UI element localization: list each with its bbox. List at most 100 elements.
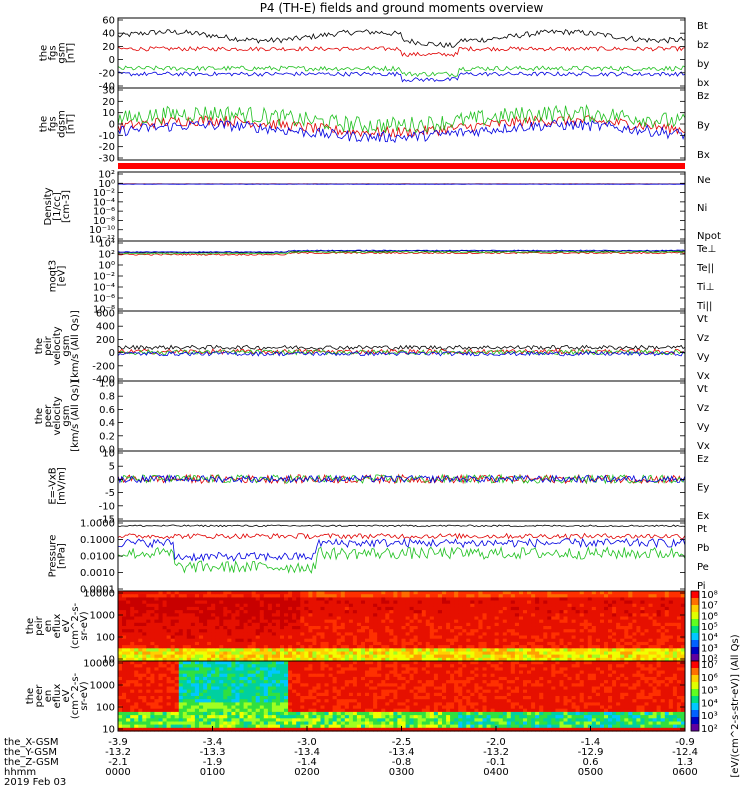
legend-Vz: Vz [697,333,709,344]
x-tick-label: 0.6 [583,757,599,768]
colorbar-title: [eV/(cm^2-s-str-eV)] (All Qs) [730,634,741,777]
colorbar-tick-label: 10⁶ [701,611,718,622]
x-tick-label: -13.4 [389,747,415,758]
y-axis-label: eV [61,689,72,702]
y-tick-label: -30 [99,154,115,165]
y-tick-label: 10⁻⁸ [93,216,115,227]
y-tick-label: -40 [99,82,115,93]
x-tick-label: -3.9 [108,737,128,748]
y-tick-label: 20 [102,97,115,108]
legend-Npot: Npot [697,231,721,242]
x-tick-label: -2.0 [486,737,506,748]
y-axis-label: [nT] [66,114,77,134]
legend-Vx: Vx [697,441,710,452]
x-row-label: the_Z-GSM [4,757,59,768]
y-tick-label: 0 [109,55,115,66]
legend-Te||: Te|| [696,263,714,274]
x-tick-label: -3.4 [203,737,223,748]
trace-Bz [117,113,686,138]
y-tick-label: 10 [102,725,115,736]
y-tick-label: 10000 [83,589,115,600]
panel-frame-5 [117,380,686,452]
y-tick-label: 200 [96,335,115,346]
legend-Ti⊥: Ti⊥ [696,282,714,293]
legend-Pe: Pe [697,562,709,573]
x-tick-label: -1.4 [581,737,601,748]
y-axis-label: [cm-3] [61,190,72,223]
x-tick-label: -0.1 [486,757,506,768]
legend-Pb: Pb [697,543,709,554]
y-tick-label: 0.1000 [80,535,115,546]
colorbar-tick-label: 10⁸ [701,590,718,601]
trace-Pb [117,532,686,540]
colorbar-tick-label: 10⁴ [701,633,718,644]
legend-Ex: Ex [697,511,709,522]
legend-Vx: Vx [697,371,710,382]
y-tick-label: 60 [102,16,115,27]
y-tick-label: 10000 [83,659,115,670]
y-axis-label: sr-eV) [79,611,90,640]
chart-title: P4 (TH-E) fields and ground moments over… [260,1,544,15]
x-tick-label: -2.1 [108,757,128,768]
y-axis-label: fgs [48,45,59,60]
y-tick-label: 10⁻² [93,272,115,283]
y-tick-label: -20 [99,68,115,79]
colorbar-tick-label: 10⁴ [701,698,718,709]
y-tick-label: 10⁻⁴ [93,283,115,294]
y-axis-label: E=-VxB [48,467,59,504]
trace-Vz [117,348,686,355]
y-tick-label: 100 [96,633,115,644]
y-axis-label: Pressure [48,535,59,578]
y-tick-label: -15 [99,515,115,526]
y-axis-label: the [39,45,50,61]
y-tick-label: 1000 [90,611,115,622]
x-tick-label: 0400 [483,767,508,778]
y-axis-label: (cm^2-s- [70,672,81,719]
y-tick-label: 0.6 [99,405,115,416]
y-axis-label: the [25,618,36,634]
quality-bar [118,163,685,169]
y-axis-label: the [25,688,36,704]
legend-Vy: Vy [697,352,710,363]
colorbar-tick-label: 10⁶ [701,673,718,684]
y-tick-label: 5 [109,462,115,473]
x-tick-label: 0000 [105,767,130,778]
y-tick-label: 10⁰ [98,179,115,190]
colorbar-tick-label: 10⁵ [701,622,718,633]
trace-By [117,104,686,134]
y-axis-label: velocity [52,326,63,365]
trace-Pt [117,524,686,528]
trace-Bx [117,119,686,144]
y-tick-label: 0.8 [99,392,115,403]
x-tick-label: -3.0 [297,737,317,748]
y-tick-label: 10 [102,655,115,666]
y-tick-label: 10 [102,108,115,119]
y-tick-label: 10⁻⁶ [93,294,115,305]
legend-Bt: Bt [697,21,708,32]
y-axis-label: sr-eV) [79,681,90,710]
x-row-label: the_X-GSM [4,737,58,748]
y-axis-label: peer [34,684,45,708]
y-tick-label: 10² [98,170,115,181]
y-axis-label: [nT] [66,43,77,63]
y-tick-label: -20 [99,142,115,153]
x-tick-label: -1.9 [203,757,223,768]
y-tick-label: 0.0100 [80,552,115,563]
y-axis-label: fgs [48,116,59,131]
legend-Ne: Ne [697,175,711,186]
legend-Bz: Bz [697,91,709,102]
y-axis-label: gsm [57,42,68,63]
x-tick-label: 0600 [672,767,697,778]
colorbar-tick-label: 10⁷ [701,601,718,612]
y-axis-label: peir [34,615,45,635]
trace-Vt [117,344,686,351]
trace-bx [117,71,686,83]
panel-frame-2 [117,171,686,242]
legend-Bx: Bx [697,150,710,161]
y-tick-label: -5 [105,488,115,499]
y-axis-label: the [39,116,50,132]
trace-Ti⊥ [117,249,686,253]
y-axis-label: [mV/m] [57,467,68,505]
trace-Ti|| [117,251,686,255]
